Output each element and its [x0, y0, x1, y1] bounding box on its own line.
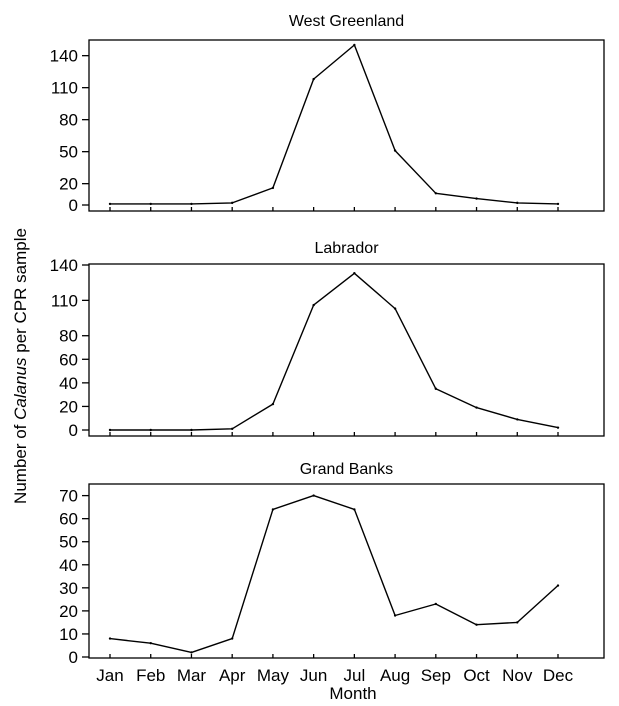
series-line	[110, 272, 559, 431]
data-point	[108, 202, 112, 206]
data-point	[190, 651, 193, 654]
panel-2: Grand Banks 0 10 20 30 40 50 60 70	[59, 461, 605, 667]
x-tick-label: Jun	[300, 666, 327, 685]
data-point	[312, 494, 315, 497]
data-point	[556, 202, 560, 206]
panel-title: Labrador	[314, 240, 379, 257]
data-point	[393, 149, 397, 152]
data-point	[230, 427, 234, 431]
series-line	[109, 494, 559, 654]
y-tick-label: 80	[59, 111, 78, 130]
y-tick-label: 20	[59, 397, 78, 416]
x-tick-label: Jul	[343, 666, 365, 685]
y-tick-label: 60	[59, 510, 78, 529]
data-point	[516, 621, 519, 624]
y-tick-label: 140	[50, 256, 78, 275]
y-tick-label: 40	[59, 556, 78, 575]
y-axis-label-species: Calanus	[11, 357, 30, 420]
y-axis-label-suffix: per CPR sample	[11, 228, 30, 357]
data-point	[353, 272, 356, 275]
y-tick-label: 80	[59, 327, 78, 346]
data-point	[556, 584, 560, 587]
data-point	[434, 192, 438, 195]
data-point	[393, 307, 397, 310]
data-point	[108, 428, 112, 432]
plot-frame	[88, 483, 605, 659]
y-tick-label: 140	[50, 47, 78, 66]
x-tick-label: Jan	[96, 666, 123, 685]
data-point	[516, 418, 519, 421]
data-point	[149, 428, 152, 432]
panel-title: Grand Banks	[300, 461, 393, 478]
data-point	[271, 508, 275, 511]
y-tick-label: 70	[59, 487, 78, 506]
y-axis-label-prefix: Number of	[11, 420, 30, 504]
data-point	[271, 402, 275, 406]
y-tick-label: 110	[51, 291, 78, 310]
series-line	[110, 44, 559, 205]
x-axis-tick-labels: Jan Feb Mar Apr May Jun Jul Aug Sep Oct Nov Dec	[96, 666, 573, 685]
y-tick-label: 0	[69, 648, 78, 667]
x-tick-label: Apr	[219, 666, 246, 685]
data-point	[353, 43, 356, 47]
data-point	[434, 602, 438, 606]
data-point	[312, 303, 315, 307]
y-tick-label: 60	[59, 350, 78, 369]
data-point	[475, 406, 478, 409]
x-tick-label: May	[257, 666, 290, 685]
data-point	[516, 201, 519, 205]
y-tick-label: 20	[59, 602, 78, 621]
x-tick-label: Sep	[421, 666, 451, 685]
data-point	[230, 637, 234, 640]
data-point	[434, 387, 438, 390]
data-point	[475, 623, 478, 626]
x-tick-label: Oct	[463, 666, 490, 685]
y-tick-label: 50	[59, 143, 78, 162]
chart-panels: West Greenland 0 20 50 80 110 140 Labrador 0 20 40…	[50, 13, 605, 667]
plot-frame	[88, 263, 605, 437]
panel-1: Labrador 0 20 40 60 80 110 140	[50, 240, 605, 440]
y-axis-label: Number of Calanus per CPR sample	[11, 228, 30, 504]
x-tick-label: Feb	[136, 666, 165, 685]
data-point	[312, 77, 315, 81]
x-tick-label: Dec	[543, 666, 574, 685]
data-point	[190, 428, 193, 432]
y-tick-label: 20	[59, 175, 78, 194]
data-point	[230, 201, 234, 205]
y-tick-label: 0	[69, 421, 78, 440]
data-point	[190, 202, 193, 206]
y-tick-label: 30	[59, 579, 78, 598]
panel-0: West Greenland 0 20 50 80 110 140	[50, 13, 605, 215]
x-tick-label: Nov	[502, 666, 533, 685]
data-point	[475, 197, 478, 200]
data-point	[393, 614, 397, 617]
x-axis-label: Month	[329, 684, 376, 703]
plot-frame	[88, 39, 605, 212]
data-point	[271, 186, 275, 190]
data-point	[108, 637, 112, 640]
y-tick-label: 10	[59, 625, 78, 644]
x-tick-label: Mar	[177, 666, 207, 685]
y-tick-label: 50	[59, 533, 78, 552]
data-point	[149, 202, 152, 206]
data-point	[149, 641, 152, 645]
y-tick-label: 40	[59, 374, 78, 393]
x-tick-label: Aug	[380, 666, 410, 685]
y-tick-label: 110	[51, 79, 78, 98]
y-tick-label: 0	[69, 196, 78, 215]
data-point	[353, 508, 356, 511]
panel-title: West Greenland	[289, 13, 404, 30]
data-point	[556, 426, 560, 429]
